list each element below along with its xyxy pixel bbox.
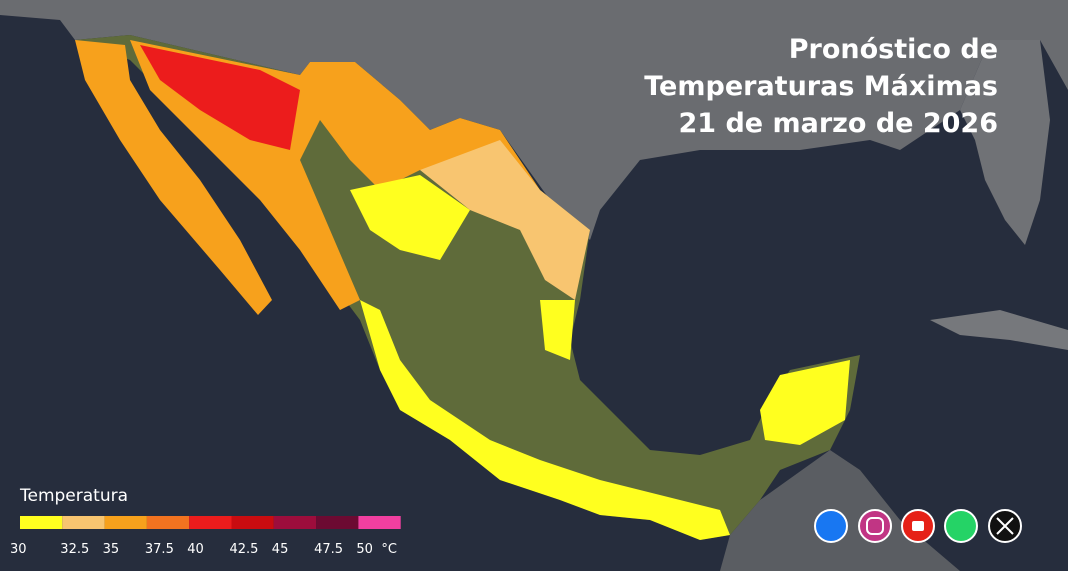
instagram-glyph xyxy=(866,517,884,535)
legend-label: 37.5 xyxy=(145,542,174,557)
legend-label: 35 xyxy=(103,542,120,557)
legend-label: 47.5 xyxy=(314,542,343,557)
legend-swatch xyxy=(146,516,190,529)
legend-swatch xyxy=(316,516,359,529)
social-icons xyxy=(814,509,1022,543)
legend-label: 40 xyxy=(187,542,204,557)
northeast-zone xyxy=(420,140,590,300)
legend-swatch xyxy=(273,516,317,529)
yucatan-zone xyxy=(760,360,850,445)
legend-swatch xyxy=(104,516,147,529)
legend: 30 32.5 35 37.5 40 42.5 45 47.5 50 °C xyxy=(10,516,401,557)
legend-swatch xyxy=(62,516,105,529)
legend-unit: °C xyxy=(381,542,397,557)
florida xyxy=(960,40,1050,245)
legend-label: 30 xyxy=(10,542,27,557)
title-line: 21 de marzo de 2026 xyxy=(678,108,998,139)
legend-swatch xyxy=(358,516,401,529)
legend-label: 32.5 xyxy=(60,542,89,557)
cuba xyxy=(930,310,1068,350)
pacific-coast-zone xyxy=(360,300,730,540)
baja-california xyxy=(75,40,272,315)
legend-label: 45 xyxy=(272,542,289,557)
legend-title: Temperatura xyxy=(19,486,128,506)
central-north-zone xyxy=(350,175,470,260)
x-glyph xyxy=(996,517,1014,535)
legend-label: 50 xyxy=(356,542,373,557)
legend-swatch xyxy=(231,516,274,529)
legend-label: 42.5 xyxy=(230,542,259,557)
title-line: Temperaturas Máximas xyxy=(644,71,998,102)
whatsapp-icon[interactable] xyxy=(944,509,978,543)
legend-swatch xyxy=(189,516,232,529)
gulf-coast-zone xyxy=(540,300,575,360)
usa-land xyxy=(0,0,1068,240)
sonora-red-zone xyxy=(140,45,300,150)
instagram-icon[interactable] xyxy=(858,509,892,543)
youtube-glyph xyxy=(912,521,924,531)
title-line: Pronóstico de xyxy=(789,34,998,65)
facebook-icon[interactable] xyxy=(814,509,848,543)
central-america xyxy=(720,450,960,571)
legend-swatch xyxy=(20,516,63,529)
